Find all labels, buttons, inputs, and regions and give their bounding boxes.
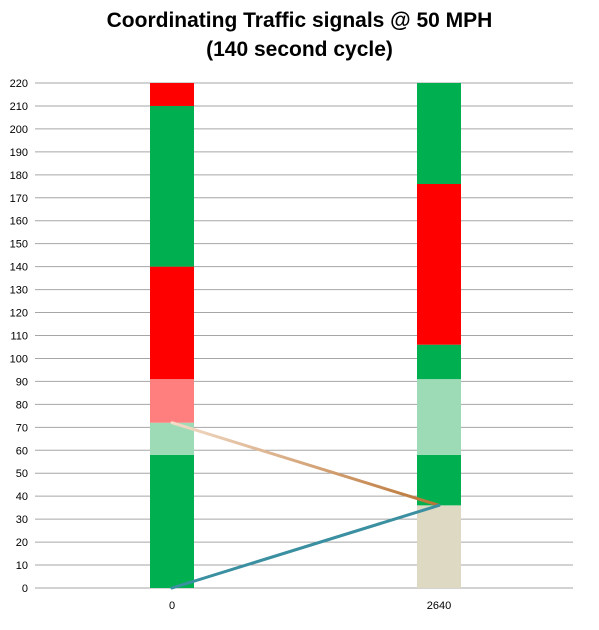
bar-segment: [417, 505, 461, 588]
y-tick-label: 160: [10, 216, 28, 228]
chart-title-line-2: (140 second cycle): [206, 38, 393, 61]
y-tick-label: 190: [10, 147, 28, 159]
bar-segment: [150, 454, 194, 588]
y-tick-label: 150: [10, 239, 28, 251]
y-tick-label: 130: [10, 285, 28, 297]
y-tick-label: 170: [10, 193, 28, 205]
chart-title-line-1: Coordinating Traffic signals @ 50 MPH: [106, 9, 493, 32]
y-tick-label: 110: [10, 331, 28, 343]
x-axis-ticks: 0 2640: [169, 600, 451, 612]
bar-segment: [417, 454, 461, 506]
signal-line: [170, 421, 441, 507]
bar-segment: [150, 83, 194, 106]
y-tick-label: 70: [16, 422, 28, 434]
bars: [150, 83, 461, 588]
bar-segment: [417, 83, 461, 184]
bar-segment: [417, 379, 461, 455]
gridlines: [35, 82, 573, 589]
chart-title: Coordinating Traffic signals @ 50 MPH (1…: [0, 6, 599, 64]
x-tick-label: 2640: [427, 600, 451, 612]
y-tick-label: 200: [10, 124, 28, 136]
y-tick-label: 0: [22, 583, 28, 595]
y-tick-label: 180: [10, 170, 28, 182]
signal-lines: [170, 421, 441, 590]
y-tick-label: 220: [10, 78, 28, 90]
y-tick-label: 140: [10, 262, 28, 274]
y-tick-label: 80: [16, 399, 28, 411]
bar-segment: [417, 184, 461, 345]
bar-segment: [150, 105, 194, 267]
y-tick-label: 100: [10, 353, 28, 365]
y-tick-label: 120: [10, 308, 28, 320]
y-axis-ticks: 0 10 20 30 40 50 60 70 80 90 100 110 120 130 140 150 160…: [10, 78, 28, 595]
x-tick-label: 0: [169, 600, 175, 612]
bar-segment: [150, 379, 194, 423]
signal-line: [170, 503, 441, 590]
y-tick-label: 50: [16, 468, 28, 480]
bar-segment: [417, 344, 461, 380]
y-tick-label: 60: [16, 445, 28, 457]
y-tick-label: 40: [16, 491, 28, 503]
bar-segment: [150, 266, 194, 380]
y-tick-label: 210: [10, 101, 28, 113]
y-tick-label: 90: [16, 376, 28, 388]
y-tick-label: 10: [16, 560, 28, 572]
y-tick-label: 30: [16, 514, 28, 526]
y-tick-label: 20: [16, 537, 28, 549]
